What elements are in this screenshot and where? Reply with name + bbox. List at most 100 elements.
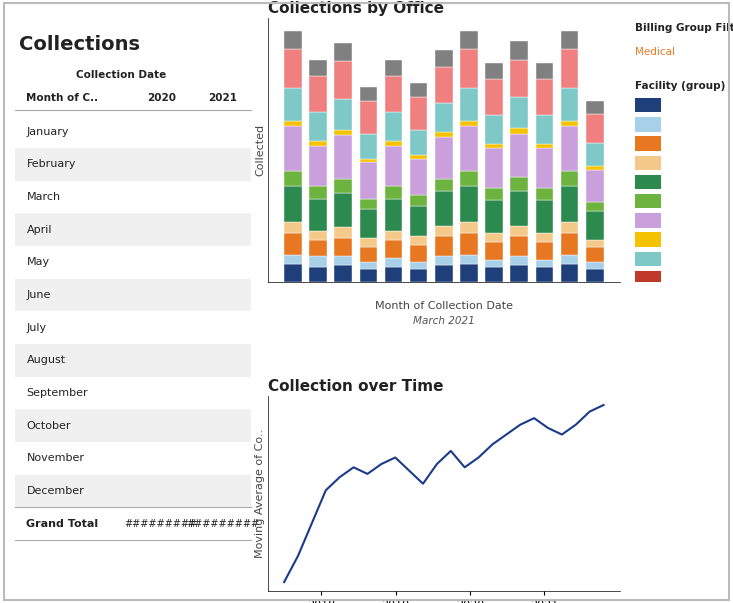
Bar — [410, 195, 427, 206]
Bar — [586, 247, 603, 262]
Y-axis label: Moving Average of Co..: Moving Average of Co.. — [255, 429, 265, 558]
Bar — [561, 186, 578, 222]
Text: April: April — [26, 225, 52, 235]
Bar — [485, 260, 503, 267]
Bar — [485, 242, 503, 260]
Text: 2021: 2021 — [208, 93, 237, 103]
Bar — [360, 133, 377, 159]
Bar — [510, 98, 528, 128]
Bar — [510, 236, 528, 256]
Bar — [510, 133, 528, 177]
Bar — [586, 114, 603, 142]
Bar — [561, 121, 578, 127]
Bar — [510, 191, 528, 226]
Text: August: August — [26, 355, 65, 365]
Bar — [536, 200, 553, 233]
Bar — [460, 233, 478, 254]
Text: Facility (group): Facility (group) — [635, 81, 725, 91]
Bar — [410, 155, 427, 159]
Bar — [284, 127, 302, 171]
Text: #########: ######### — [125, 519, 198, 529]
Text: Billing Group Filter: Billing Group Filter — [635, 24, 733, 33]
Text: Collection Date: Collection Date — [76, 70, 166, 80]
Bar — [460, 127, 478, 171]
Bar — [385, 186, 402, 198]
Bar — [435, 137, 453, 178]
Bar — [334, 178, 352, 193]
Bar — [360, 87, 377, 101]
Text: March 2021: March 2021 — [413, 316, 475, 326]
Bar — [15, 213, 251, 246]
Bar — [435, 67, 453, 103]
Bar — [309, 256, 327, 267]
Bar — [334, 135, 352, 178]
Bar — [410, 245, 427, 262]
Bar — [485, 116, 503, 144]
Bar — [284, 222, 302, 233]
Bar — [460, 31, 478, 49]
Bar — [460, 89, 478, 121]
Bar — [410, 206, 427, 236]
Bar — [586, 101, 603, 114]
Bar — [15, 279, 251, 311]
Bar — [561, 89, 578, 121]
Bar — [334, 62, 352, 99]
Bar — [635, 232, 661, 247]
Bar — [385, 60, 402, 76]
Bar — [410, 130, 427, 155]
Bar — [485, 233, 503, 242]
Bar — [360, 159, 377, 162]
Bar — [385, 198, 402, 231]
Bar — [410, 83, 427, 98]
Text: 2020: 2020 — [147, 93, 176, 103]
Text: March: March — [26, 192, 61, 202]
Bar — [435, 265, 453, 282]
Bar — [309, 112, 327, 140]
Bar — [410, 159, 427, 195]
Bar — [435, 226, 453, 236]
Bar — [309, 240, 327, 256]
Bar — [510, 177, 528, 191]
Bar — [435, 131, 453, 137]
Bar — [510, 226, 528, 236]
Bar — [510, 128, 528, 133]
Text: Medical: Medical — [635, 47, 675, 57]
Bar — [635, 271, 661, 285]
Bar — [284, 254, 302, 264]
Text: Collections: Collections — [19, 36, 141, 54]
Bar — [360, 209, 377, 238]
Bar — [360, 162, 377, 198]
Text: #########: ######### — [186, 519, 259, 529]
Y-axis label: Collected: Collected — [255, 124, 265, 176]
Bar — [485, 188, 503, 200]
Text: February: February — [26, 159, 76, 169]
Bar — [586, 262, 603, 269]
Bar — [385, 140, 402, 146]
Bar — [536, 63, 553, 80]
Bar — [561, 254, 578, 264]
Bar — [435, 51, 453, 67]
Bar — [435, 191, 453, 226]
Text: June: June — [26, 290, 51, 300]
Bar — [360, 101, 377, 133]
Bar — [284, 264, 302, 282]
Bar — [309, 198, 327, 231]
Bar — [485, 144, 503, 148]
Bar — [635, 213, 661, 228]
Bar — [460, 121, 478, 127]
Bar — [510, 60, 528, 98]
Bar — [460, 49, 478, 89]
Bar — [485, 267, 503, 282]
Bar — [536, 188, 553, 200]
Bar — [435, 256, 453, 265]
Bar — [561, 31, 578, 49]
Bar — [561, 233, 578, 254]
Bar — [410, 98, 427, 130]
Bar — [561, 127, 578, 171]
Bar — [635, 175, 661, 189]
Text: December: December — [26, 486, 84, 496]
Bar — [385, 258, 402, 267]
Bar — [334, 227, 352, 238]
Bar — [15, 344, 251, 377]
Bar — [485, 148, 503, 188]
